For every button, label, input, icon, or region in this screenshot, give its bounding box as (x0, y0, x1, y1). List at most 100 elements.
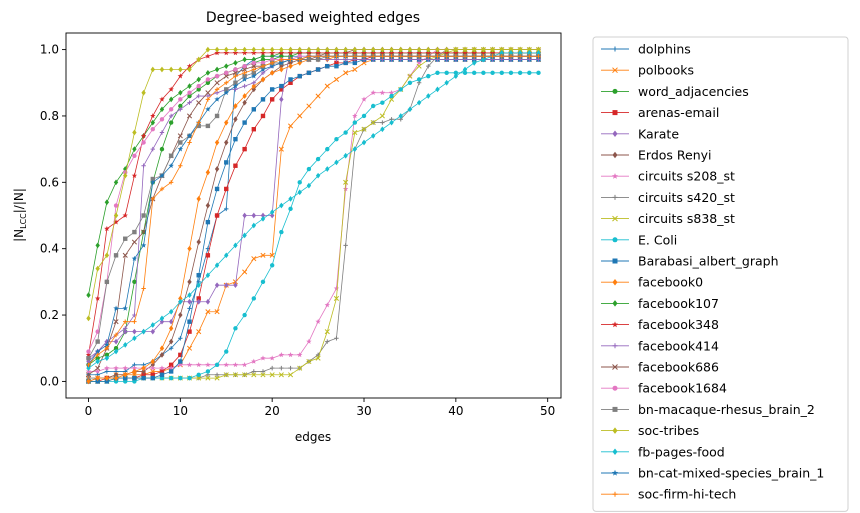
x-axis-label: edges (295, 430, 331, 444)
data-point (205, 253, 211, 258)
series-line (88, 52, 539, 369)
data-point (196, 372, 201, 377)
legend-entry: bn-macaque-rhesus_brain_2 (601, 402, 815, 417)
data-point (287, 352, 294, 358)
data-point (278, 60, 285, 66)
data-point (141, 372, 146, 377)
data-point (352, 113, 358, 119)
data-point (95, 339, 100, 344)
data-point (187, 93, 192, 99)
data-point (113, 305, 119, 311)
data-point (205, 309, 211, 315)
data-point (123, 172, 128, 179)
data-point (306, 338, 312, 344)
data-point (269, 365, 275, 371)
data-point (416, 63, 422, 69)
data-point (426, 63, 431, 69)
data-point (288, 57, 293, 62)
data-point (279, 83, 284, 89)
plot-frame (65, 32, 562, 399)
data-point (205, 202, 211, 209)
data-point (123, 236, 128, 241)
data-point (260, 355, 266, 361)
data-point (168, 362, 174, 368)
data-point (159, 345, 165, 352)
legend-label: soc-firm-hi-tech (638, 487, 736, 502)
data-point (389, 46, 394, 53)
data-point (251, 358, 257, 364)
data-point (279, 46, 284, 53)
data-point (389, 93, 394, 99)
legend-label: Erdos Renyi (638, 148, 712, 163)
series-16 (86, 54, 541, 354)
data-point (361, 126, 367, 132)
data-point (242, 146, 247, 152)
data-point (251, 212, 257, 219)
data-point (214, 362, 220, 368)
data-point (288, 206, 293, 212)
data-point (178, 336, 183, 341)
data-point (287, 372, 294, 378)
data-point (224, 206, 229, 212)
data-point (251, 50, 257, 56)
data-point (260, 369, 266, 374)
series-line (88, 49, 539, 379)
data-point (150, 66, 155, 73)
data-point (159, 172, 165, 178)
data-point (132, 328, 137, 335)
data-point (196, 296, 201, 301)
data-point (315, 156, 321, 162)
data-point (407, 50, 413, 56)
data-point (233, 103, 238, 109)
data-point (205, 80, 211, 85)
legend-entry: bn-cat-mixed-species_brain_1 (601, 466, 824, 481)
data-point (195, 361, 202, 368)
legend-marker (611, 172, 619, 179)
data-point (224, 87, 229, 92)
data-point (187, 292, 192, 298)
legend-label: circuits s208_st (638, 169, 735, 184)
data-point (224, 139, 229, 146)
legend-label: E. Coli (638, 232, 677, 247)
data-point (233, 87, 238, 92)
data-point (288, 365, 293, 371)
data-point (334, 159, 339, 166)
legend-entry: polbooks (601, 63, 694, 78)
series-15 (85, 53, 542, 378)
legend-marker (612, 110, 618, 116)
data-point (472, 46, 477, 53)
y-axis: 0.0 0.2 0.4 0.6 0.8 1.0 (40, 43, 66, 388)
legend-label: facebook686 (638, 360, 719, 375)
data-point (241, 361, 248, 368)
data-point (132, 279, 137, 285)
data-point (104, 379, 110, 384)
data-point (232, 372, 238, 378)
data-point (150, 365, 156, 371)
data-point (288, 46, 293, 53)
data-point (95, 242, 100, 249)
legend-marker (611, 469, 619, 476)
legend-entry: circuits s420_st (601, 190, 735, 205)
data-point (159, 365, 165, 371)
data-point (251, 60, 257, 66)
data-point (113, 365, 119, 371)
data-point (379, 50, 386, 56)
data-point (178, 312, 183, 318)
data-point (481, 46, 486, 53)
data-point (481, 54, 486, 59)
data-point (325, 166, 330, 172)
data-point (306, 182, 312, 189)
data-point (168, 96, 174, 103)
data-point (260, 60, 266, 66)
data-point (214, 113, 220, 119)
data-point (490, 46, 495, 53)
data-point (536, 46, 541, 53)
data-point (178, 359, 183, 364)
data-point (168, 162, 174, 169)
legend-entry: dolphins (601, 42, 691, 57)
data-point (370, 133, 376, 139)
data-point (325, 46, 330, 53)
data-point (186, 133, 193, 139)
data-point (426, 54, 431, 59)
